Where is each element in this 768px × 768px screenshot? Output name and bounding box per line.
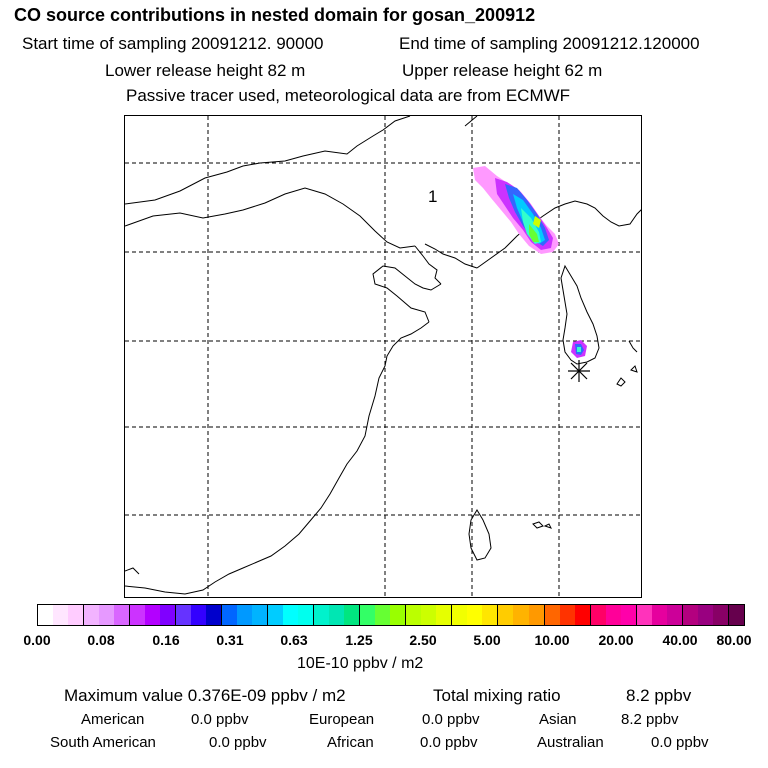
region-value: 0.0 ppbv	[191, 711, 249, 728]
colorbar-swatch	[68, 605, 85, 625]
region-name: Asian	[539, 711, 577, 728]
end-time: End time of sampling 20091212.120000	[399, 34, 700, 53]
maximum-value: Maximum value 0.376E-09 ppbv / m2	[64, 686, 346, 705]
colorbar-swatch	[697, 605, 713, 625]
colorbar-swatch	[268, 605, 284, 625]
map-panel: 1	[124, 115, 642, 598]
colorbar-swatch	[237, 605, 253, 625]
colorbar-units: 10E-10 ppbv / m2	[297, 655, 424, 672]
colorbar	[37, 604, 745, 626]
colorbar-swatch	[728, 605, 744, 625]
colorbar-swatch	[436, 605, 453, 625]
colorbar-tick-label: 10.00	[534, 632, 570, 648]
colorbar-swatch	[574, 605, 591, 625]
region-name: Australian	[537, 734, 604, 751]
colorbar-swatch	[84, 605, 100, 625]
page-title: CO source contributions in nested domain…	[14, 5, 536, 25]
lower-release-height: Lower release height 82 m	[105, 61, 306, 80]
colorbar-swatch	[314, 605, 330, 625]
colorbar-tick-label: 80.00	[716, 632, 752, 648]
colorbar-swatch	[38, 605, 54, 625]
colorbar-swatch	[544, 605, 560, 625]
colorbar-swatch	[222, 605, 238, 625]
colorbar-tick-label: 40.00	[662, 632, 698, 648]
start-time: Start time of sampling 20091212. 90000	[22, 34, 324, 53]
colorbar-swatch	[360, 605, 376, 625]
concentration-plume	[473, 166, 587, 358]
region-value: 0.0 ppbv	[651, 734, 709, 751]
colorbar-tick-label: 1.25	[345, 632, 373, 648]
colorbar-tick-label: 5.00	[473, 632, 501, 648]
colorbar-swatch	[651, 605, 667, 625]
colorbar-swatch	[406, 605, 422, 625]
colorbar-swatch	[252, 605, 269, 625]
colorbar-swatch	[498, 605, 514, 625]
tracer-note: Passive tracer used, meteorological data…	[126, 86, 571, 105]
colorbar-swatch	[176, 605, 192, 625]
colorbar-swatch	[559, 605, 575, 625]
colorbar-tick-label: 0.08	[87, 632, 115, 648]
region-value: 0.0 ppbv	[209, 734, 267, 751]
colorbar-swatch	[513, 605, 529, 625]
asterisk-receptor-icon	[568, 360, 590, 382]
map-canvas: 1	[125, 116, 641, 597]
colorbar-swatch	[191, 605, 207, 625]
colorbar-swatch	[160, 605, 177, 625]
region-name: South American	[50, 734, 156, 751]
total-mixing-ratio-value: 8.2 ppbv	[626, 686, 692, 705]
colorbar-swatch	[344, 605, 361, 625]
colorbar-swatch	[329, 605, 345, 625]
region-value: 8.2 ppbv	[621, 711, 679, 728]
upper-release-height: Upper release height 62 m	[402, 61, 603, 80]
region-name: European	[309, 711, 375, 728]
colorbar-tick-label: 20.00	[598, 632, 634, 648]
region-value: 0.0 ppbv	[420, 734, 478, 751]
colorbar-swatch	[682, 605, 698, 625]
colorbar-swatch	[130, 605, 146, 625]
colorbar-swatch	[666, 605, 683, 625]
colorbar-swatch	[390, 605, 407, 625]
colorbar-swatch	[452, 605, 468, 625]
colorbar-swatch	[528, 605, 545, 625]
colorbar-swatch	[712, 605, 729, 625]
colorbar-tick-label: 2.50	[409, 632, 437, 648]
colorbar-tick-label: 0.00	[23, 632, 51, 648]
colorbar-swatch	[206, 605, 223, 625]
colorbar-tick-label: 0.63	[280, 632, 308, 648]
lat-lon-grid	[125, 116, 641, 597]
region-name: African	[327, 734, 374, 751]
colorbar-swatch	[467, 605, 483, 625]
colorbar-tick-label: 0.31	[216, 632, 244, 648]
colorbar-swatch	[590, 605, 606, 625]
region-label: 1	[428, 187, 437, 206]
colorbar-swatch	[620, 605, 637, 625]
colorbar-swatch	[482, 605, 499, 625]
coastlines	[125, 116, 641, 595]
total-mixing-ratio-label: Total mixing ratio	[433, 686, 561, 705]
colorbar-swatch	[145, 605, 161, 625]
colorbar-swatch	[636, 605, 652, 625]
colorbar-swatch	[375, 605, 391, 625]
colorbar-swatch	[605, 605, 621, 625]
colorbar-tick-label: 0.16	[152, 632, 180, 648]
colorbar-swatch	[283, 605, 299, 625]
colorbar-swatch	[99, 605, 115, 625]
colorbar-swatch	[298, 605, 315, 625]
region-value: 0.0 ppbv	[422, 711, 480, 728]
colorbar-swatch	[114, 605, 131, 625]
colorbar-swatch	[421, 605, 437, 625]
colorbar-swatch	[53, 605, 69, 625]
region-name: American	[81, 711, 145, 728]
